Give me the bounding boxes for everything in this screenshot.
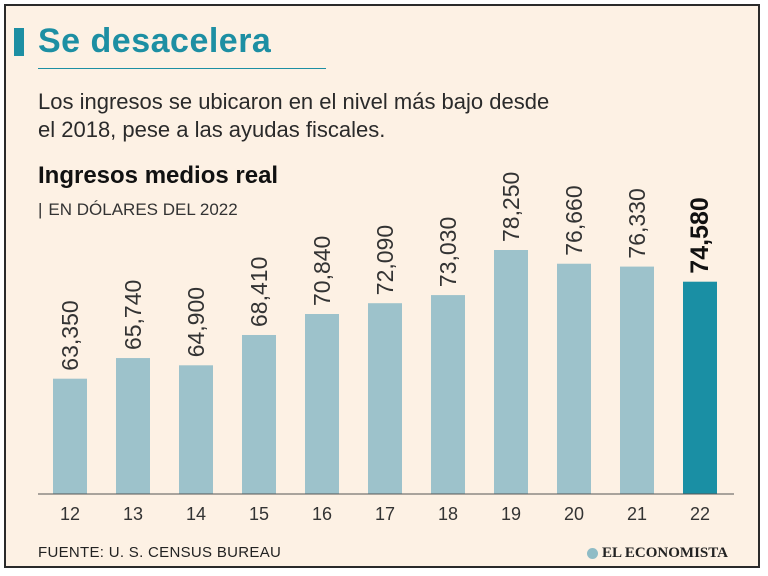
x-tick-label-20: 20	[564, 504, 584, 524]
brand-name: EL ECONOMISTA	[602, 545, 728, 561]
data-label-19: 78,250	[498, 172, 524, 242]
data-label-21: 76,330	[624, 188, 650, 258]
chart-unit-label: | EN DÓLARES DEL 2022	[38, 200, 238, 220]
x-tick-label-12: 12	[60, 504, 80, 524]
unit-text: EN DÓLARES DEL 2022	[48, 200, 238, 219]
source-note: FUENTE: U. S. CENSUS BUREAU	[38, 544, 282, 561]
bar-20	[557, 263, 591, 494]
data-label-15: 68,410	[246, 257, 272, 327]
bar-12	[53, 378, 87, 494]
data-label-13: 65,740	[120, 280, 146, 350]
bar-21	[620, 266, 654, 494]
unit-pipe: |	[38, 200, 43, 219]
data-label-17: 72,090	[372, 225, 398, 295]
title-accent-bar	[14, 28, 24, 56]
page-title: Se desacelera	[38, 22, 272, 60]
data-label-14: 64,900	[183, 287, 209, 357]
x-tick-label-16: 16	[312, 504, 332, 524]
el-economista-logo-icon	[587, 548, 598, 559]
bar-16	[305, 314, 339, 494]
page-subtitle: Los ingresos se ubicaron en el nivel más…	[38, 89, 550, 142]
x-tick-label-14: 14	[186, 504, 206, 524]
x-tick-label-18: 18	[438, 504, 458, 524]
bar-15	[242, 334, 276, 494]
data-label-20: 76,660	[561, 185, 587, 255]
data-label-22: 74,580	[686, 197, 714, 273]
title-underline	[38, 68, 326, 69]
x-tick-label-19: 19	[501, 504, 521, 524]
chart-title: Ingresos medios real	[38, 162, 279, 189]
x-tick-label-21: 21	[627, 504, 647, 524]
x-tick-label-17: 17	[375, 504, 395, 524]
bar-14	[179, 365, 213, 494]
bar-18	[431, 295, 465, 494]
data-label-18: 73,030	[435, 217, 461, 287]
data-label-16: 70,840	[309, 236, 335, 306]
bar-13	[116, 358, 150, 494]
data-label-12: 63,350	[57, 300, 83, 370]
x-tick-label-22: 22	[690, 504, 710, 524]
x-tick-label-15: 15	[249, 504, 269, 524]
x-tick-label-13: 13	[123, 504, 143, 524]
bar-17	[368, 303, 402, 494]
bar-19	[494, 250, 528, 494]
bar-22	[683, 281, 717, 494]
brand-logo: EL ECONOMISTA	[587, 545, 728, 562]
